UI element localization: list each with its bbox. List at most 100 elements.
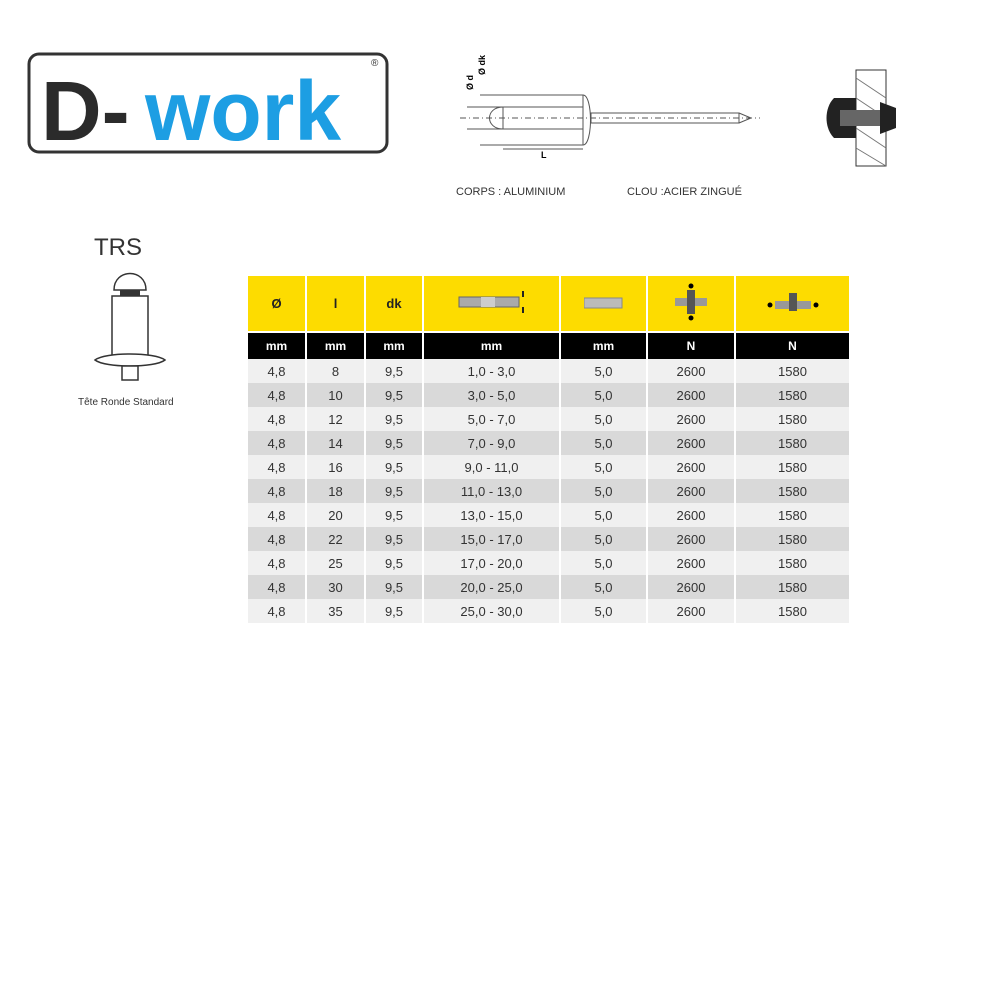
- table-cell: 4,8: [248, 431, 307, 455]
- table-row: 4,8 16 9,5 9,0 - 11,0 5,0 2600 1580: [248, 455, 849, 479]
- section-caption: Tête Ronde Standard: [78, 397, 174, 408]
- table-cell: 9,5: [366, 575, 424, 599]
- table-cell: 2600: [648, 503, 736, 527]
- table-cell: 9,5: [366, 407, 424, 431]
- label-d: Ø d: [465, 75, 475, 90]
- table-cell: 2600: [648, 383, 736, 407]
- table-cell: 9,5: [366, 383, 424, 407]
- table-cell: 1580: [736, 503, 849, 527]
- table-cell: 9,0 - 11,0: [424, 455, 561, 479]
- table-cell: 30: [307, 575, 366, 599]
- table-cell: 5,0: [561, 479, 648, 503]
- table-cell: 11,0 - 13,0: [424, 479, 561, 503]
- d-work-logo: D- work ®: [27, 52, 389, 154]
- table-cell: 14: [307, 431, 366, 455]
- table-cell: 22: [307, 527, 366, 551]
- drill-icon: [561, 276, 648, 333]
- table-cell: 25,0 - 30,0: [424, 599, 561, 623]
- unit: N: [736, 333, 849, 359]
- table-cell: 1580: [736, 599, 849, 623]
- unit: N: [648, 333, 736, 359]
- table-cell: 2600: [648, 527, 736, 551]
- body-material: CORPS : ALUMINIUM: [456, 186, 566, 198]
- table-cell: 18: [307, 479, 366, 503]
- table-row: 4,8 22 9,5 15,0 - 17,0 5,0 2600 1580: [248, 527, 849, 551]
- shear-strength-icon: [648, 276, 736, 333]
- header-diameter: Ø: [248, 276, 307, 333]
- table-cell: 5,0: [561, 575, 648, 599]
- tensile-strength-icon: [736, 276, 849, 333]
- table-cell: 15,0 - 17,0: [424, 527, 561, 551]
- table-row: 4,8 18 9,5 11,0 - 13,0 5,0 2600 1580: [248, 479, 849, 503]
- table-cell: 1580: [736, 527, 849, 551]
- table-cell: 8: [307, 359, 366, 383]
- table-cell: 1580: [736, 407, 849, 431]
- table-cell: 4,8: [248, 407, 307, 431]
- table-row: 4,8 35 9,5 25,0 - 30,0 5,0 2600 1580: [248, 599, 849, 623]
- table-cell: 1580: [736, 551, 849, 575]
- table-cell: 25: [307, 551, 366, 575]
- table-cell: 2600: [648, 431, 736, 455]
- table-cell: 9,5: [366, 551, 424, 575]
- header-dk: dk: [366, 276, 424, 333]
- table-cell: 1580: [736, 479, 849, 503]
- unit: mm: [561, 333, 648, 359]
- table-cell: 4,8: [248, 455, 307, 479]
- logo-text-blue: work: [144, 64, 341, 154]
- section-title: TRS: [94, 234, 142, 261]
- table-cell: 5,0 - 7,0: [424, 407, 561, 431]
- registered-mark: ®: [371, 58, 379, 69]
- table-row: 4,8 20 9,5 13,0 - 15,0 5,0 2600 1580: [248, 503, 849, 527]
- table-cell: 5,0: [561, 359, 648, 383]
- unit: mm: [366, 333, 424, 359]
- table-cell: 5,0: [561, 455, 648, 479]
- unit: mm: [307, 333, 366, 359]
- table-cell: 5,0: [561, 503, 648, 527]
- rivet-dimension-diagram: Ø d Ø dk L: [460, 54, 760, 160]
- specification-table: Ø l dk mm mm mm mm mm N N 4,8 8 9,5 1,0 - 3…: [248, 276, 849, 623]
- table-cell: 9,5: [366, 359, 424, 383]
- table-cell: 4,8: [248, 503, 307, 527]
- table-cell: 20: [307, 503, 366, 527]
- table-cell: 1580: [736, 383, 849, 407]
- label-l: L: [541, 150, 547, 160]
- table-cell: 4,8: [248, 383, 307, 407]
- table-cell: 9,5: [366, 455, 424, 479]
- table-cell: 2600: [648, 575, 736, 599]
- table-cell: 5,0: [561, 431, 648, 455]
- table-cell: 5,0: [561, 383, 648, 407]
- label-dk: Ø dk: [477, 54, 487, 75]
- table-cell: 20,0 - 25,0: [424, 575, 561, 599]
- table-cell: 4,8: [248, 551, 307, 575]
- table-cell: 16: [307, 455, 366, 479]
- table-cell: 2600: [648, 359, 736, 383]
- table-cell: 7,0 - 9,0: [424, 431, 561, 455]
- table-cell: 1580: [736, 431, 849, 455]
- table-cell: 3,0 - 5,0: [424, 383, 561, 407]
- table-cell: 1580: [736, 455, 849, 479]
- table-cell: 2600: [648, 407, 736, 431]
- table-cell: 2600: [648, 479, 736, 503]
- table-row: 4,8 10 9,5 3,0 - 5,0 5,0 2600 1580: [248, 383, 849, 407]
- table-cell: 9,5: [366, 479, 424, 503]
- table-cell: 4,8: [248, 599, 307, 623]
- header-length: l: [307, 276, 366, 333]
- table-cell: 9,5: [366, 503, 424, 527]
- rivet-section-icon: [826, 69, 896, 167]
- mandrel-material: CLOU :ACIER ZINGUÉ: [627, 186, 742, 198]
- table-row: 4,8 12 9,5 5,0 - 7,0 5,0 2600 1580: [248, 407, 849, 431]
- unit-row: mm mm mm mm mm N N: [248, 333, 849, 359]
- table-cell: 4,8: [248, 479, 307, 503]
- table-cell: 35: [307, 599, 366, 623]
- table-row: 4,8 30 9,5 20,0 - 25,0 5,0 2600 1580: [248, 575, 849, 599]
- table-cell: 4,8: [248, 527, 307, 551]
- table-cell: 5,0: [561, 551, 648, 575]
- table-cell: 2600: [648, 551, 736, 575]
- table-row: 4,8 14 9,5 7,0 - 9,0 5,0 2600 1580: [248, 431, 849, 455]
- header-row: Ø l dk: [248, 276, 849, 333]
- table-cell: 12: [307, 407, 366, 431]
- unit: mm: [248, 333, 307, 359]
- round-head-rivet-icon: [93, 272, 167, 381]
- table-cell: 1580: [736, 359, 849, 383]
- table-cell: 13,0 - 15,0: [424, 503, 561, 527]
